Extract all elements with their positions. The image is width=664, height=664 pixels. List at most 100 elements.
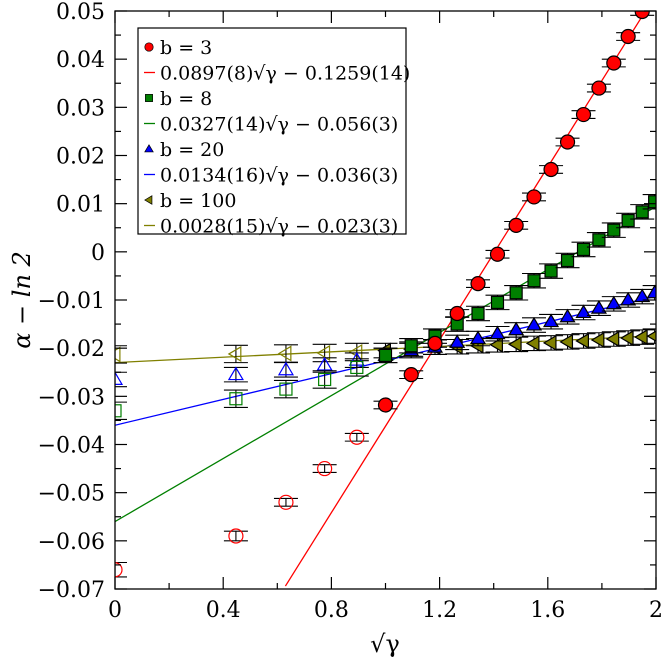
- marker-triangle-left: [646, 330, 656, 342]
- data-point: [504, 284, 529, 301]
- legend-label: b = 20: [160, 139, 224, 161]
- legend: b = 3 0.0897(8)√γ − 0.1259(14) b = 8 0.0327…: [137, 27, 410, 238]
- data-point: [115, 561, 127, 578]
- marker-square: [527, 274, 541, 288]
- marker-square: [279, 382, 293, 396]
- marker-triangle-up: [508, 321, 525, 336]
- marker-circle: [559, 134, 576, 150]
- marker-square: [115, 404, 122, 418]
- data-point: [555, 252, 580, 269]
- marker-triangle-up: [634, 288, 651, 303]
- data-point: [555, 308, 580, 325]
- marker-circle: [317, 460, 333, 477]
- legend-box: [137, 27, 407, 235]
- data-point: [586, 331, 611, 349]
- marker-triangle-left: [605, 330, 620, 348]
- data-point: [504, 321, 529, 338]
- data-point: [115, 371, 127, 388]
- marker-circle: [349, 429, 365, 445]
- marker-triangle-up: [620, 291, 637, 306]
- y-tick-label: −0.04: [38, 434, 105, 459]
- x-tick-label: 0: [108, 598, 122, 623]
- marker-circle: [470, 276, 486, 292]
- marker-triangle-left: [590, 331, 605, 349]
- marker-square: [378, 348, 393, 362]
- data-point: [504, 336, 529, 353]
- x-axis-label: √γ: [370, 630, 400, 658]
- data-point: [601, 295, 626, 312]
- data-point: [399, 337, 424, 354]
- y-tick-label: −0.03: [38, 385, 105, 410]
- data-point: [571, 332, 596, 349]
- data-point: [115, 401, 127, 421]
- y-tick-label: 0: [91, 241, 105, 266]
- y-tick-label: −0.01: [38, 289, 105, 314]
- marker-circle: [278, 494, 294, 510]
- marker-triangle-up: [559, 308, 576, 323]
- legend-item: b = 3: [144, 37, 212, 59]
- marker-triangle-left: [489, 336, 503, 353]
- marker-triangle-up: [277, 361, 295, 376]
- data-point: [273, 494, 298, 510]
- marker-triangle-left: [115, 346, 121, 363]
- marker-triangle-up: [525, 316, 543, 331]
- marker-square: [544, 264, 558, 278]
- data-point: [273, 361, 298, 378]
- marker-triangle-up: [227, 366, 244, 381]
- y-tick-label: −0.02: [38, 337, 105, 362]
- legend-label: b = 100: [160, 190, 236, 212]
- data-point: [539, 161, 564, 178]
- data-point: [630, 288, 655, 305]
- data-point: [399, 367, 424, 383]
- data-point: [522, 316, 547, 333]
- x-tick-label: 2: [649, 598, 663, 623]
- marker-circle: [115, 562, 123, 578]
- marker-square: [229, 392, 243, 406]
- x-tick-label: 1.2: [422, 598, 457, 623]
- data-point: [586, 300, 611, 316]
- x-tick-label: 0.8: [314, 598, 349, 623]
- data-point: [485, 325, 510, 342]
- marker-triangle-left: [525, 335, 540, 352]
- marker-triangle-left: [542, 334, 557, 351]
- marker-circle: [449, 305, 465, 322]
- data-point: [504, 217, 529, 233]
- marker-circle: [228, 528, 244, 544]
- legend-label: 0.0134(16)√γ − 0.036(3): [160, 165, 398, 187]
- marker-square: [471, 306, 485, 321]
- marker-circle: [526, 189, 542, 205]
- data-point: [485, 294, 510, 311]
- axis-ticks: [114, 10, 657, 590]
- y-tick-label: 0.03: [56, 96, 105, 121]
- data-point: [273, 379, 298, 399]
- legend-marker: [145, 94, 153, 102]
- marker-square: [592, 233, 606, 247]
- marker-triangle-up: [115, 371, 124, 385]
- y-tick-label: 0.02: [56, 145, 105, 170]
- legend-item: b = 100: [144, 190, 236, 212]
- data-point: [466, 330, 491, 347]
- marker-triangle-left: [619, 330, 634, 347]
- marker-circle: [489, 246, 506, 262]
- data-point: [616, 291, 641, 308]
- marker-circle: [543, 161, 559, 178]
- legend-label: 0.0897(8)√γ − 0.1259(14): [160, 63, 410, 85]
- data-point: [522, 272, 547, 289]
- marker-triangle-left: [277, 345, 292, 362]
- marker-square: [404, 339, 418, 353]
- marker-triangle-up: [605, 295, 622, 310]
- marker-triangle-left: [559, 333, 574, 350]
- y-tick-label: −0.06: [38, 530, 105, 555]
- y-tick-label: 0.01: [56, 193, 105, 218]
- marker-square: [635, 205, 649, 219]
- marker-triangle-up: [542, 313, 560, 328]
- data-point: [223, 389, 248, 408]
- marker-triangle-left: [507, 336, 522, 353]
- legend-marker: [144, 42, 154, 52]
- data-point: [445, 305, 470, 322]
- legend-label: 0.0327(14)√γ − 0.056(3): [160, 114, 398, 136]
- data-point: [373, 347, 398, 364]
- data-point: [555, 134, 580, 150]
- marker-circle: [377, 397, 394, 413]
